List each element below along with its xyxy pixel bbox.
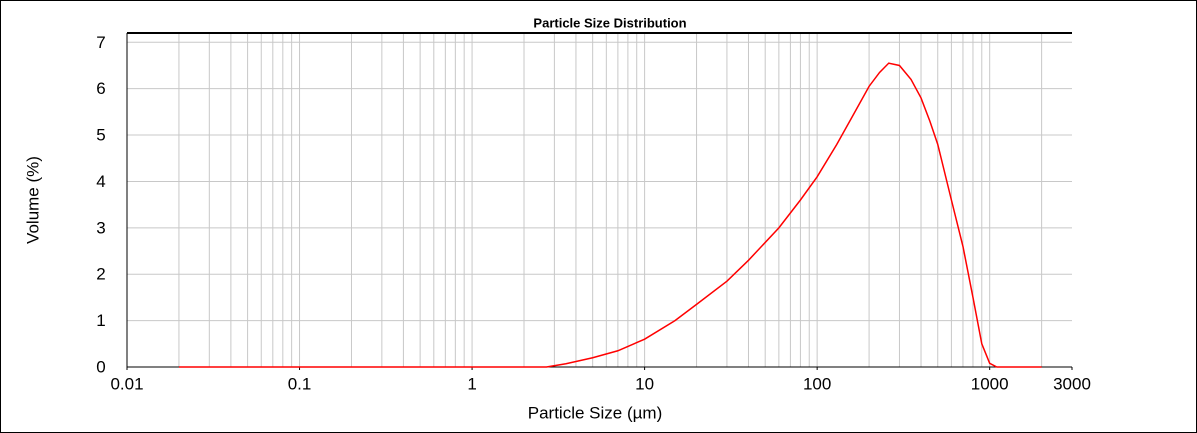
y-tick-label: 1 <box>96 311 105 330</box>
x-tick-label: 0.01 <box>110 374 143 393</box>
y-tick-label: 5 <box>96 126 105 145</box>
x-tick-label: 100 <box>803 374 831 393</box>
data-line <box>178 62 1042 368</box>
x-tick-label: 1000 <box>971 374 1009 393</box>
x-axis-label: Particle Size (µm) <box>528 403 662 422</box>
y-tick-label: 3 <box>96 218 105 237</box>
y-tick-label: 0 <box>96 357 105 376</box>
chart-title: Particle Size Distribution <box>533 15 686 30</box>
y-axis-label: Volume (%) <box>23 156 42 244</box>
x-tick-label: 0.1 <box>288 374 312 393</box>
x-tick-label: 3000 <box>1053 374 1091 393</box>
x-tick-label: 1 <box>467 374 476 393</box>
x-tick-label: 10 <box>635 374 654 393</box>
y-tick-label: 4 <box>96 172 105 191</box>
y-tick-label: 6 <box>96 79 105 98</box>
y-tick-label: 7 <box>96 33 105 52</box>
y-tick-label: 2 <box>96 265 105 284</box>
